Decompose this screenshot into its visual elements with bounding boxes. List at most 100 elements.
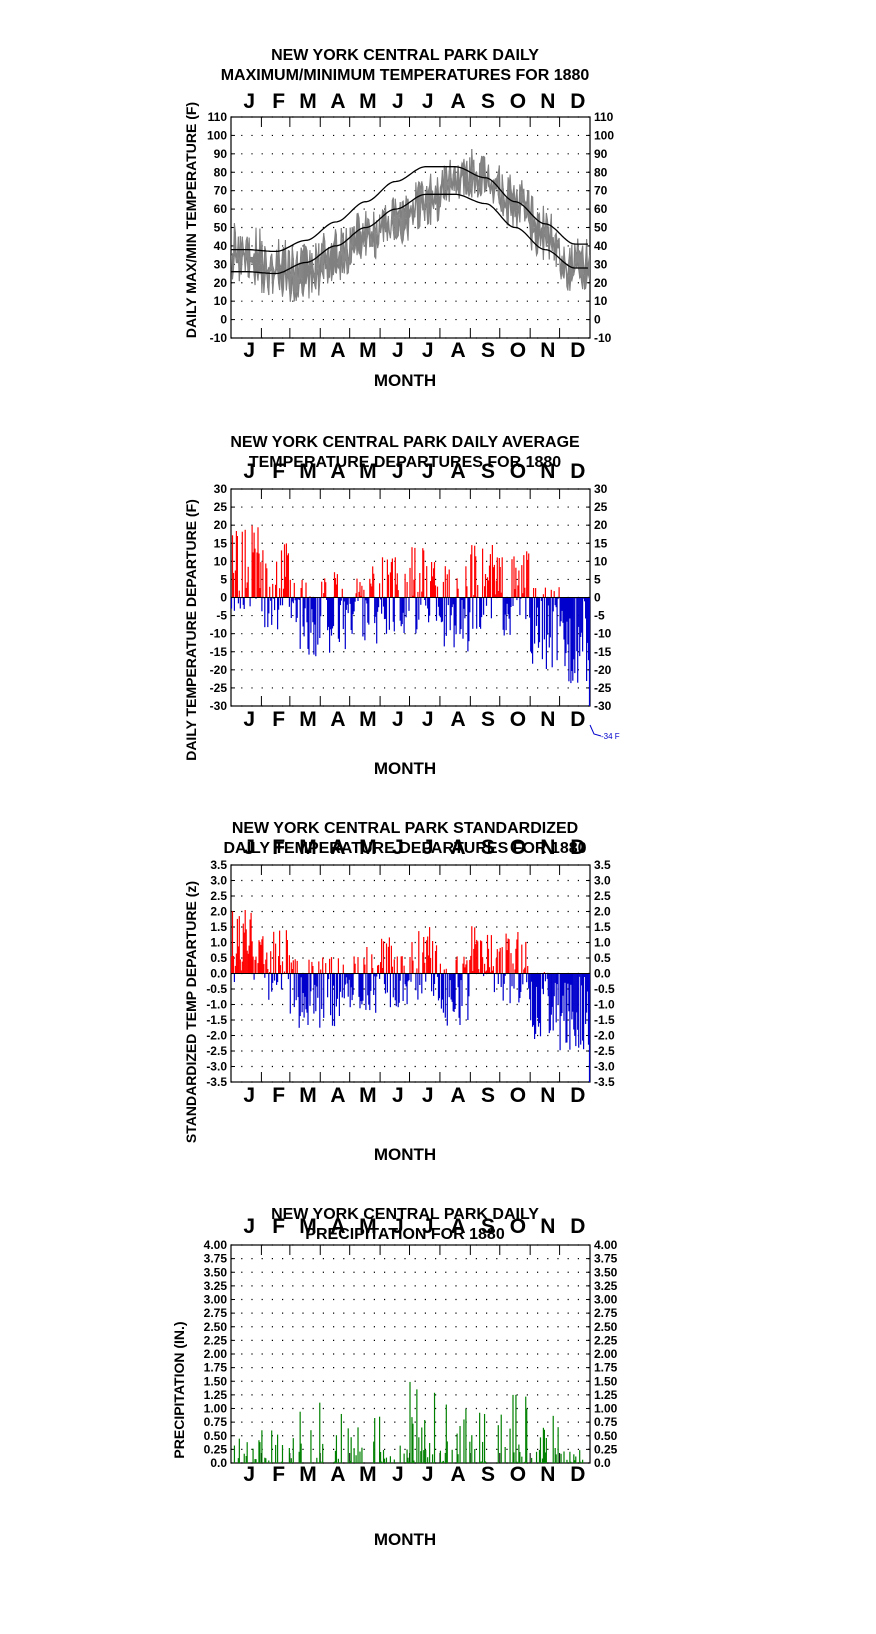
standardized-bar-negative (341, 973, 343, 998)
standardized-bar-negative (560, 973, 562, 1017)
departure-bar-negative (490, 597, 492, 619)
standardized-bar-negative (444, 973, 446, 1018)
precip-ytick-label-right: 2.25 (594, 1333, 618, 1347)
precip-ytick-label-right: 0.25 (594, 1442, 618, 1456)
departure-top-month-8: S (481, 460, 495, 483)
standardized-bar-negative (557, 973, 559, 1005)
departure-bar-positive (238, 590, 240, 598)
standardized-bar-negative (332, 973, 335, 986)
standardized-bar-negative (555, 973, 557, 1023)
departure-bar-negative (393, 597, 395, 632)
departure-bar-negative (299, 597, 301, 649)
standardized-bar-negative (440, 973, 442, 1009)
standardized-top-month-6: J (422, 836, 434, 859)
standardized-bar-positive (463, 956, 465, 974)
departure-bar-negative (292, 597, 294, 604)
departure-bottom-month-11: D (570, 708, 585, 731)
standardized-bar-positive (377, 965, 379, 974)
standardized-bar-negative (436, 973, 439, 977)
standardized-bar-positive (387, 946, 389, 974)
standardized-ytick-label-right: 3.5 (594, 858, 611, 872)
standardized-bar-positive (471, 926, 473, 974)
departure-bar-negative (331, 597, 334, 629)
maxmin-ylabel: DAILY MAX/MIN TEMPERATURE (F) (183, 102, 199, 338)
maxmin-bottom-month-9: O (510, 339, 526, 362)
departure-bar-negative (538, 597, 541, 643)
standardized-ytick-label-right: -3.0 (594, 1060, 615, 1074)
standardized-bar-positive (524, 967, 526, 974)
precip-xlabel: MONTH (374, 1530, 436, 1549)
standardized-bar-negative (394, 973, 396, 1001)
precip-ytick-label-right: 3.00 (594, 1293, 618, 1307)
standardized-xlabel: MONTH (374, 1145, 436, 1164)
standardized-bar-positive (418, 931, 420, 974)
standardized-bar-positive (285, 930, 287, 974)
standardized-bar-positive (443, 969, 445, 974)
departure-ytick-label-right: 30 (594, 482, 608, 496)
departure-bar-negative (230, 597, 233, 609)
departure-bar-positive (397, 590, 399, 598)
departure-top-month-7: A (451, 460, 466, 483)
standardized-ytick-label-right: 1.5 (594, 920, 611, 934)
standardized-bar-positive (390, 945, 392, 974)
standardized-top-month-7: A (451, 836, 466, 859)
standardized-bar-negative (302, 973, 304, 993)
departure-bar-negative (242, 597, 244, 605)
standardized-bar-positive (480, 940, 482, 974)
standardized-bar-negative (563, 973, 565, 1021)
standardized-ytick-label-left: -3.5 (206, 1075, 227, 1089)
departure-bar-negative (506, 597, 508, 604)
standardized-bar-negative (297, 973, 299, 998)
departure-bar-negative (562, 597, 564, 623)
standardized-bar-negative (335, 973, 337, 1007)
departure-bar-positive (406, 582, 408, 598)
standardized-bar-negative (338, 973, 340, 1016)
maxmin-normal-max-line (231, 166, 588, 253)
precip-ytick-label-right: 3.50 (594, 1265, 618, 1279)
departure-plot-area: 30 30 25 25 20 20 15 15 10 10 5 5 0 0 -5 -5 -10 -10 -15 -15… (210, 482, 612, 713)
precip-ytick-label-right: 2.75 (594, 1306, 618, 1320)
standardized-bar-negative (529, 973, 531, 1000)
maxmin-ytick-label-left: 50 (214, 221, 228, 235)
standardized-bar-negative (448, 973, 450, 998)
departure-bar-negative (351, 597, 353, 634)
standardized-bar-positive (401, 956, 403, 974)
standardized-bar-positive (236, 918, 238, 974)
standardized-bar-negative (327, 973, 329, 998)
standardized-bar-positive (354, 963, 356, 974)
departure-bar-negative (463, 597, 465, 609)
precip-ytick-label-left: 4.00 (204, 1238, 228, 1252)
departure-bar-negative (549, 597, 551, 638)
standardized-bar-positive (263, 964, 265, 974)
maxmin-ytick-label-right: 40 (594, 239, 608, 253)
departure-bar-positive (265, 563, 267, 598)
standardized-bar-positive (266, 952, 268, 974)
departure-bar-negative (415, 597, 417, 634)
departure-bar-negative (273, 597, 275, 599)
departure-bottom-month-4: M (359, 708, 377, 731)
departure-bar-positive (258, 553, 260, 598)
departure-bar-positive (289, 579, 291, 598)
departure-bar-negative (353, 597, 355, 612)
precip-top-month-2: M (299, 1215, 317, 1238)
departure-bar-positive (269, 586, 271, 598)
departure-bar-negative (400, 597, 402, 627)
precip-ytick-label-left: 1.25 (204, 1388, 228, 1402)
standardized-bar-negative (467, 973, 469, 1020)
departure-top-month-3: A (330, 460, 345, 483)
standardized-bar-negative (500, 973, 502, 987)
standardized-bar-negative (576, 973, 578, 1013)
standardized-bar-negative (383, 973, 386, 985)
departure-bar-negative (472, 597, 474, 629)
departure-bar-negative (399, 597, 401, 621)
departure-bar-positive (442, 581, 444, 598)
standardized-bar-positive (426, 940, 428, 974)
departure-bar-positive (470, 554, 472, 598)
departure-bar-negative (420, 597, 422, 605)
departure-bar-positive (266, 568, 268, 598)
departure-bar-positive (492, 567, 494, 598)
standardized-bar-positive (508, 939, 510, 974)
